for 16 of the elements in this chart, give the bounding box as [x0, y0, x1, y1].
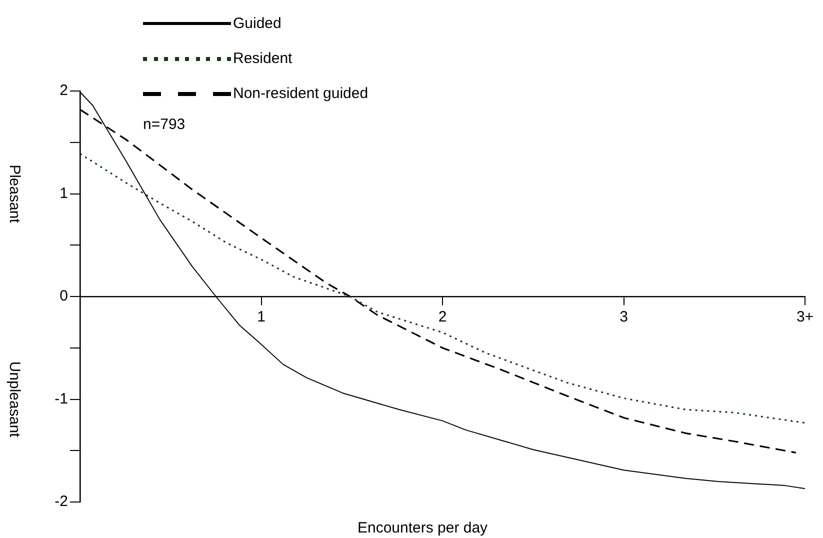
- text: Unpleasant: [6, 361, 23, 438]
- y-tick-label: 0: [60, 288, 68, 305]
- x-axis-title: Encounters per day: [357, 520, 488, 537]
- legend-label: Guided: [233, 15, 282, 32]
- x-tick-label: 3+: [796, 308, 814, 326]
- x-tick-label: 1: [257, 308, 266, 326]
- y-tick-label: -2: [54, 493, 68, 510]
- y-tick-label: 1: [60, 184, 68, 202]
- legend-label: Resident: [233, 50, 292, 67]
- x-tick-label: 2: [438, 308, 447, 326]
- text: Pleasant: [6, 164, 23, 224]
- annotation: n=793: [143, 116, 186, 134]
- x-tick-label: 3: [620, 308, 628, 326]
- legend-label: Non-resident guided: [233, 85, 368, 102]
- y-tick-label: -1: [54, 390, 68, 408]
- y-tick-label: 2: [60, 82, 68, 100]
